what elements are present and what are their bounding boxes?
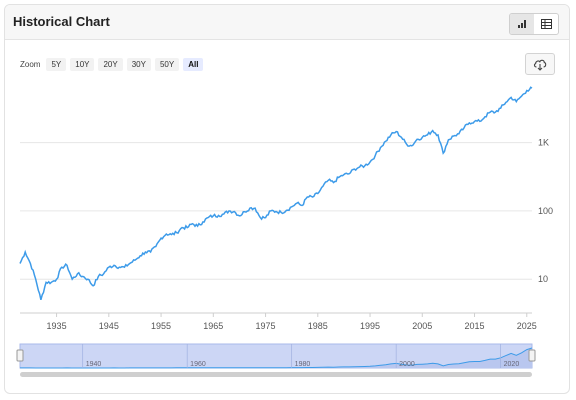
x-tick-label: 2015 [465,321,485,331]
x-tick-label: 1935 [47,321,67,331]
navigator-tick-label: 1960 [190,361,206,368]
price-chart[interactable]: 10 100 1K 1935 1945 1955 1965 1975 1985 1995 2005… [5,77,570,377]
navigator-line [20,347,533,369]
x-tick-label: 1995 [360,321,380,331]
historical-chart-card: Historical Chart Zoom 5Y 10Y [4,4,570,394]
x-axis-labels: 1935 1945 1955 1965 1975 1985 1995 2005 2015 2025 [47,313,537,331]
bar-chart-icon [518,20,526,28]
zoom-50y-button[interactable]: 50Y [154,58,180,71]
zoom-30y-button[interactable]: 30Y [126,58,151,71]
download-button[interactable] [525,53,555,75]
zoom-10y-button[interactable]: 10Y [70,58,95,71]
table-icon [540,19,552,29]
x-tick-label: 1965 [203,321,223,331]
zoom-bar: Zoom 5Y 10Y 20Y 30Y 50Y All [20,58,207,71]
x-tick-label: 1975 [256,321,276,331]
grid [20,142,532,314]
x-tick-label: 1945 [99,321,119,331]
chart-view-button[interactable] [510,14,534,34]
navigator-tick-label: 2000 [399,361,415,368]
navigator-area [20,348,532,368]
y-tick-label: 10 [538,274,548,284]
cloud-download-icon [533,59,547,71]
series-line [19,86,533,300]
x-tick-label: 2025 [517,321,537,331]
navigator-ticks: 1940 1960 1980 2000 2020 [82,344,520,368]
navigator-tick-label: 1980 [295,361,311,368]
card-header: Historical Chart [5,5,569,40]
table-view-button[interactable] [534,14,558,34]
zoom-label: Zoom [20,60,41,69]
x-tick-label: 1955 [151,321,171,331]
navigator-right-handle[interactable] [528,349,536,362]
x-tick-label: 2005 [412,321,432,331]
navigator-left-handle[interactable] [16,349,24,362]
navigator-tick-label: 1940 [86,361,102,368]
zoom-20y-button[interactable]: 20Y [98,58,123,71]
range-navigator[interactable]: 1940 1960 1980 2000 2020 [5,341,570,381]
y-tick-label: 100 [538,206,553,216]
zoom-5y-button[interactable]: 5Y [46,58,67,71]
view-toggle [509,13,559,35]
y-axis-labels: 10 100 1K [538,138,553,285]
zoom-all-button[interactable]: All [183,58,204,71]
navigator-tick-label: 2020 [504,361,520,368]
y-tick-label: 1K [538,138,549,148]
x-tick-label: 1985 [308,321,328,331]
card-title: Historical Chart [13,14,110,29]
navigator-scrollbar[interactable] [20,372,532,377]
